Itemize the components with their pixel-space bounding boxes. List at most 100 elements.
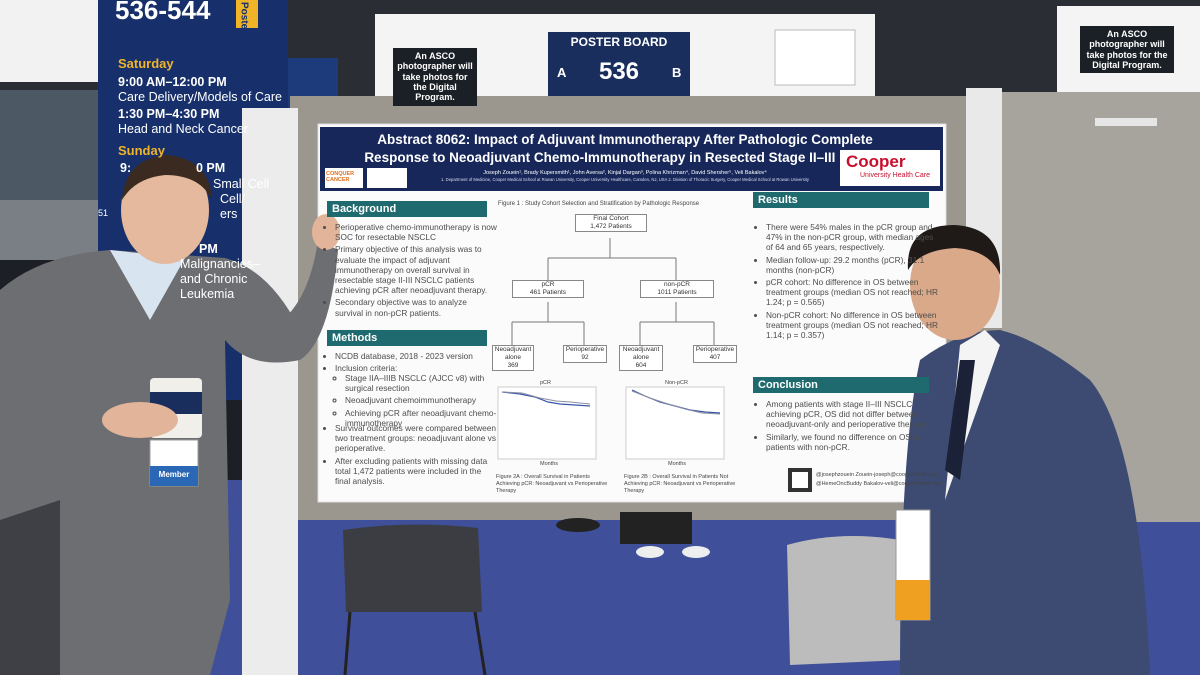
section-heading: Background bbox=[327, 201, 487, 217]
bullet-list: There were 54% males in the pCR group an… bbox=[756, 222, 938, 342]
stairs bbox=[0, 200, 110, 260]
contact: @josephzouein Zouein-joseph@cooperhealth… bbox=[816, 472, 939, 478]
session-fragment: and Chronic bbox=[180, 272, 248, 286]
board-number: 536 bbox=[598, 58, 640, 85]
photographer-sign: An ASCO photographer will take photos fo… bbox=[1080, 26, 1174, 74]
board-side: A bbox=[557, 65, 567, 80]
bullet-item: Median follow-up: 29.2 months (pCR), 31.… bbox=[766, 255, 938, 275]
node-count: 1011 Patients bbox=[657, 289, 697, 296]
node-count: 369 bbox=[507, 362, 519, 369]
session-time: 9:00 AM–12:00 PM bbox=[118, 75, 227, 89]
bullet-item: Stage IIA–IIIB NSCLC (AJCC v8) with surg… bbox=[345, 373, 497, 393]
km-plot-a bbox=[497, 386, 597, 460]
session-fragment: Leukemia bbox=[180, 287, 235, 301]
km-plot-b bbox=[625, 386, 725, 460]
right-badge-band bbox=[896, 580, 930, 620]
board-side: B bbox=[672, 65, 682, 80]
node-count: 407 bbox=[709, 354, 721, 361]
bullet-item: Survival outcomes were compared between … bbox=[335, 423, 497, 454]
flow-node: pCR 461 Patients bbox=[512, 280, 584, 298]
node-count: 461 Patients bbox=[529, 289, 567, 296]
right-man-head bbox=[910, 230, 1000, 340]
bullet-item: After excluding patients with missing da… bbox=[335, 456, 497, 487]
flow-node: Perioperative 92 bbox=[563, 345, 607, 363]
day: Saturday bbox=[118, 56, 174, 71]
poster-authors: Joseph Zouein¹, Brady Kupersmith¹, John … bbox=[483, 170, 767, 176]
node-count: 92 bbox=[581, 354, 589, 361]
session-topic: Care Delivery/Models of Care bbox=[118, 90, 282, 104]
bullet-list: NCDB database, 2018 - 2023 version Inclus… bbox=[325, 351, 497, 375]
node-count: 604 bbox=[635, 362, 647, 369]
left-man-shirt bbox=[110, 250, 185, 320]
section-heading: Methods bbox=[327, 330, 487, 346]
node-label: Perioperative bbox=[695, 346, 735, 353]
bullet-item: NCDB database, 2018 - 2023 version bbox=[335, 351, 497, 361]
chair bbox=[787, 536, 905, 665]
session-fragment: Small Cell bbox=[213, 177, 270, 191]
section-heading: Results bbox=[753, 192, 929, 208]
right-man-hair bbox=[907, 225, 1001, 275]
left-man-hand bbox=[102, 402, 178, 438]
poster-title: Abstract 8062: Impact of Adjuvant Immuno… bbox=[364, 132, 886, 165]
node-label: Final Cohort bbox=[593, 215, 629, 222]
logo-box bbox=[840, 150, 940, 186]
bullet-item: There were 54% males in the pCR group an… bbox=[766, 222, 938, 253]
flow-connectors bbox=[511, 238, 715, 345]
bullet-item: pCR cohort: No difference in OS between … bbox=[766, 277, 938, 308]
logo-box bbox=[325, 168, 363, 188]
bullet-item: Primary objective of this analysis was t… bbox=[335, 244, 497, 295]
session-fragment: PM bbox=[199, 242, 218, 256]
board-post-left bbox=[242, 108, 298, 675]
sign-thumbnail bbox=[774, 29, 856, 86]
bullet-item: Secondary objective was to analyze survi… bbox=[335, 297, 497, 317]
node-count: 1,472 Patients bbox=[590, 223, 632, 230]
chair-legs bbox=[343, 611, 487, 675]
shoe bbox=[556, 518, 600, 532]
bullet-list: Survival outcomes were compared between … bbox=[325, 423, 497, 488]
section-heading: Conclusion bbox=[753, 377, 929, 393]
flow-node: Neoadjuvant alone 604 bbox=[619, 345, 663, 371]
logo-text: CONQUER CANCER bbox=[326, 171, 355, 184]
edge-number: 51 bbox=[98, 208, 109, 218]
km-axis-label: Months bbox=[540, 461, 559, 467]
right-man-tie bbox=[945, 360, 975, 480]
logo-text: Cooper bbox=[846, 152, 906, 171]
chair bbox=[343, 524, 482, 612]
left-man-hand bbox=[312, 214, 340, 250]
flow-node: Final Cohort 1,472 Patients bbox=[575, 214, 647, 232]
day: Sunday bbox=[118, 143, 165, 158]
badge-text: Member bbox=[158, 470, 190, 479]
backpack bbox=[0, 500, 60, 675]
bullet-list: Among patients with stage II–III NSCLC a… bbox=[756, 399, 938, 454]
qr-code-inner bbox=[792, 472, 808, 488]
board-range: 536-544 bbox=[115, 0, 211, 25]
left-man-head bbox=[121, 156, 209, 264]
node-label: non-pCR bbox=[663, 281, 690, 288]
km-title: pCR bbox=[540, 380, 552, 386]
left-man-hair bbox=[122, 155, 212, 200]
board-number-sign bbox=[548, 32, 690, 98]
window bbox=[0, 90, 110, 210]
flow-node: non-pCR 1011 Patients bbox=[640, 280, 714, 298]
side-label: Poste bbox=[238, 2, 250, 30]
session-fragment: 9: bbox=[120, 161, 132, 175]
badge-band bbox=[150, 466, 198, 486]
board-sign-title: POSTER BOARD bbox=[570, 35, 668, 49]
bullet-list: Stage IIA–IIIB NSCLC (AJCC v8) with surg… bbox=[335, 373, 497, 430]
board-clip bbox=[1095, 118, 1157, 126]
left-man-arm bbox=[268, 240, 338, 360]
shoe bbox=[636, 546, 664, 558]
session-fragment: 0 PM bbox=[196, 161, 226, 175]
bullet-list: Perioperative chemo-immunotherapy is now… bbox=[325, 222, 497, 320]
bullet-item: Perioperative chemo-immunotherapy is now… bbox=[335, 222, 497, 242]
session-fragment: Malignancies– bbox=[180, 257, 260, 271]
node-label: Perioperative bbox=[565, 346, 605, 353]
logo-box bbox=[367, 168, 407, 188]
bullet-item: Inclusion criteria: bbox=[335, 363, 497, 373]
km-axis-label: Months bbox=[668, 461, 687, 467]
flow-node: Neoadjuvant alone 369 bbox=[492, 345, 534, 371]
bullet-item: Non-pCR cohort: No difference in OS betw… bbox=[766, 310, 938, 341]
node-label: Neoadjuvant alone bbox=[622, 346, 660, 361]
